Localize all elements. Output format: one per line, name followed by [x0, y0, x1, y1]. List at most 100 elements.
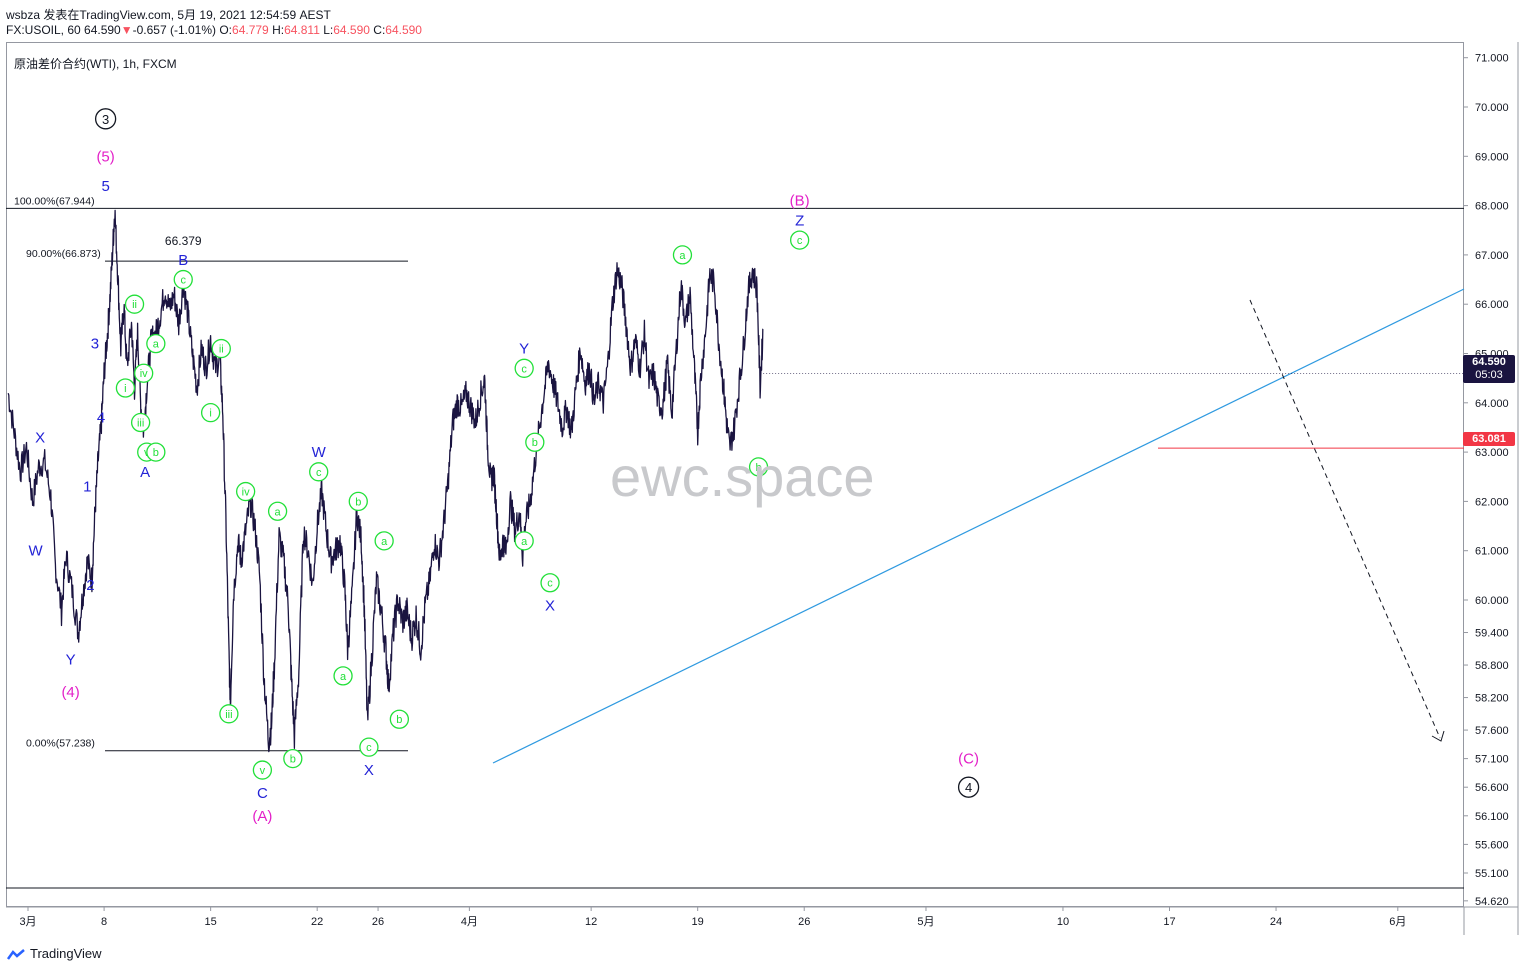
wave-label-degree: 4: [965, 780, 972, 795]
price-axis-label: 63.000: [1475, 447, 1509, 459]
price-axis-label: 58.800: [1475, 660, 1509, 672]
price-axis-label: 69.000: [1475, 151, 1509, 163]
wave-label-circle: [252, 760, 273, 780]
wave-label-green: v: [260, 765, 266, 777]
wave-label-circle: [235, 481, 256, 502]
time-axis-label: 19: [692, 916, 704, 928]
wave-label-blue: Z: [795, 212, 804, 229]
wave-label-blue: 3: [91, 336, 99, 353]
price-axis-label: 61.000: [1475, 546, 1509, 558]
publish-info: wsbza 发表在TradingView.com, 5月 19, 2021 12…: [6, 8, 331, 22]
wave-label-green: a: [340, 671, 347, 683]
wave-label-blue: A: [140, 464, 150, 481]
wave-label-circle: [672, 245, 693, 265]
wave-label-circle: [348, 491, 368, 512]
time-axis-label: 6月: [1389, 916, 1406, 928]
wave-label-magenta: (B): [790, 193, 810, 210]
price-axis-label: 62.000: [1475, 496, 1509, 508]
close-label: C:: [373, 23, 386, 37]
price-axis-label: 55.100: [1475, 868, 1509, 880]
time-axis-label: 3月: [19, 916, 36, 928]
wave-label-green: a: [153, 339, 160, 351]
wave-label-magenta: (C): [958, 751, 979, 768]
fib-level-label: 100.00%(67.944): [14, 195, 95, 207]
wave-label-green: iii: [137, 418, 144, 430]
tradingview-logo[interactable]: TradingView: [6, 946, 102, 961]
countdown-value: 05:03: [1475, 369, 1503, 381]
wave-label-circle: [283, 748, 303, 769]
wave-label-circle: [219, 704, 239, 724]
last-price-value: 64.590: [1472, 356, 1506, 368]
wave-label-green: c: [316, 467, 322, 479]
last-price-badge: 64.590 05:03: [1463, 355, 1515, 383]
projection-arrow: [1249, 299, 1441, 739]
tradingview-logo-text: TradingView: [30, 946, 102, 961]
price-change: -0.657 (-1.01%): [132, 23, 216, 37]
time-axis-label: 12: [585, 916, 597, 928]
price-axis-label: 57.100: [1475, 754, 1509, 766]
time-axis-label: 15: [205, 916, 217, 928]
wave-label-blue: W: [312, 444, 327, 461]
time-axis-label: 5月: [917, 916, 934, 928]
wave-label-green: b: [355, 496, 361, 508]
time-axis-label: 8: [101, 916, 107, 928]
wave-label-circle: [790, 230, 810, 250]
wave-label-green: i: [124, 383, 126, 395]
price-axis-label: 59.400: [1475, 628, 1509, 640]
wave-label-blue: Y: [66, 652, 76, 669]
fib-level-label: 0.00%(57.238): [26, 738, 95, 750]
wave-label-blue: B: [178, 252, 188, 269]
wave-label-blue: C: [257, 785, 268, 802]
wave-label-circle: [124, 294, 145, 314]
time-axis-label: 10: [1057, 916, 1069, 928]
projection-arrow-head: [1431, 730, 1445, 742]
price-axis-label: 57.600: [1475, 725, 1509, 737]
wave-label-circle: [173, 269, 193, 290]
time-axis-label: 4月: [461, 916, 478, 928]
wave-label-circle: [146, 442, 166, 462]
wave-label-green: i: [209, 408, 211, 420]
wave-label-circle: [514, 531, 534, 551]
wave-label-green: a: [275, 506, 282, 518]
open-label: O:: [219, 23, 233, 37]
high-value: 64.811: [284, 23, 320, 37]
wave-label-green: a: [679, 250, 686, 262]
wave-label-blue: 5: [101, 178, 109, 195]
wave-label-green: c: [521, 363, 527, 375]
down-arrow-icon: ▼: [120, 23, 133, 37]
open-value: 64.779: [232, 23, 269, 37]
low-value: 64.590: [333, 23, 370, 37]
wave-label-circle: [514, 358, 534, 378]
price-axis-label: 58.200: [1475, 693, 1509, 705]
wave-label-green: iv: [140, 368, 148, 380]
wave-label-green: ii: [219, 344, 224, 356]
wave-label-green: iv: [242, 487, 250, 499]
wave-label-circle: [94, 108, 117, 130]
wave-label-circle: [130, 412, 151, 433]
low-label: L:: [323, 23, 334, 37]
tradingview-cloud-icon: [6, 948, 25, 960]
wave-label-circle: [115, 378, 136, 398]
price-axis-label: 56.100: [1475, 811, 1509, 823]
wave-label-black: 66.379: [165, 234, 202, 248]
wave-label-circle: [200, 403, 221, 423]
close-value: 64.590: [385, 23, 422, 37]
price-axis-label: 68.000: [1475, 201, 1509, 213]
wave-label-circle: [957, 776, 980, 798]
wave-label-circle: [146, 333, 166, 354]
time-axis-label: 17: [1163, 916, 1175, 928]
price-series-line: [7, 209, 764, 753]
ohlc-bar: FX:USOIL, 60 64.590▼-0.657 (-1.01%) O:64…: [6, 23, 422, 37]
time-axis-label: 24: [1270, 916, 1282, 928]
time-axis-label: 26: [372, 916, 384, 928]
wave-label-blue: W: [29, 543, 44, 560]
wave-label-green: b: [153, 447, 159, 459]
wave-label-circle: [525, 432, 545, 452]
wave-label-magenta: (A): [252, 808, 272, 825]
wave-label-green: b: [755, 462, 761, 474]
wave-label-green: a: [521, 536, 528, 548]
wave-label-blue: 1: [83, 479, 91, 496]
wave-label-circle: [309, 462, 329, 482]
wave-label-degree: 3: [102, 112, 109, 127]
